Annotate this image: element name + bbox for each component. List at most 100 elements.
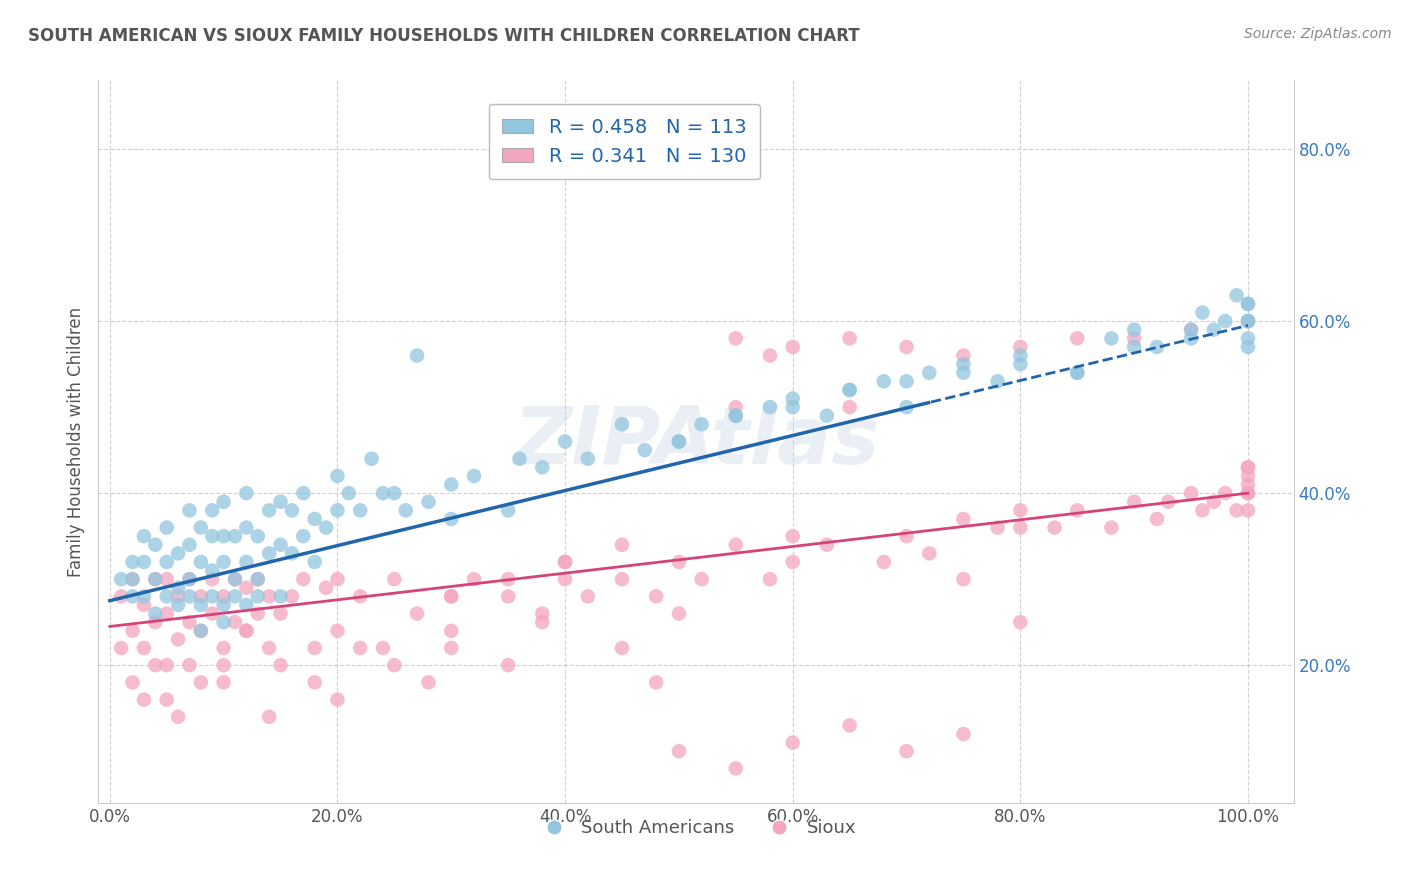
Point bbox=[143, 572, 166, 586]
Point bbox=[292, 486, 315, 500]
Point bbox=[896, 529, 918, 543]
Point bbox=[270, 607, 292, 621]
Point bbox=[918, 366, 941, 380]
Point bbox=[1123, 323, 1146, 337]
Point bbox=[1099, 520, 1122, 534]
Point bbox=[1180, 331, 1202, 345]
Point bbox=[349, 590, 371, 604]
Point bbox=[167, 632, 190, 647]
Point bbox=[246, 572, 269, 586]
Point bbox=[132, 529, 155, 543]
Point bbox=[201, 572, 224, 586]
Point bbox=[246, 607, 269, 621]
Point bbox=[724, 538, 747, 552]
Point bbox=[1066, 366, 1088, 380]
Point bbox=[257, 503, 280, 517]
Point bbox=[406, 349, 429, 363]
Point bbox=[463, 469, 485, 483]
Point bbox=[1237, 486, 1260, 500]
Point bbox=[1066, 503, 1088, 517]
Point bbox=[759, 349, 782, 363]
Point bbox=[156, 658, 179, 673]
Point bbox=[156, 572, 179, 586]
Point bbox=[156, 555, 179, 569]
Point bbox=[281, 503, 304, 517]
Point bbox=[235, 624, 257, 638]
Text: SOUTH AMERICAN VS SIOUX FAMILY HOUSEHOLDS WITH CHILDREN CORRELATION CHART: SOUTH AMERICAN VS SIOUX FAMILY HOUSEHOLD… bbox=[28, 27, 859, 45]
Point bbox=[724, 409, 747, 423]
Point bbox=[406, 607, 429, 621]
Point bbox=[838, 383, 860, 397]
Point bbox=[1099, 331, 1122, 345]
Point bbox=[815, 409, 838, 423]
Point bbox=[610, 640, 633, 655]
Point bbox=[190, 520, 212, 534]
Point bbox=[304, 512, 326, 526]
Point bbox=[724, 409, 747, 423]
Point bbox=[987, 374, 1010, 388]
Point bbox=[246, 572, 269, 586]
Point bbox=[1146, 340, 1168, 354]
Point bbox=[132, 640, 155, 655]
Point bbox=[382, 572, 405, 586]
Point bbox=[509, 451, 531, 466]
Point bbox=[235, 598, 257, 612]
Point bbox=[782, 392, 804, 406]
Point bbox=[952, 572, 974, 586]
Point bbox=[212, 615, 235, 630]
Point bbox=[668, 555, 690, 569]
Point bbox=[121, 572, 143, 586]
Point bbox=[156, 692, 179, 706]
Point bbox=[224, 572, 246, 586]
Point bbox=[235, 624, 257, 638]
Point bbox=[349, 640, 371, 655]
Point bbox=[281, 546, 304, 560]
Point bbox=[179, 503, 201, 517]
Point bbox=[212, 658, 235, 673]
Point bbox=[257, 546, 280, 560]
Point bbox=[1237, 340, 1260, 354]
Point bbox=[212, 529, 235, 543]
Point bbox=[838, 331, 860, 345]
Point bbox=[496, 658, 519, 673]
Point bbox=[1237, 314, 1260, 328]
Point bbox=[167, 546, 190, 560]
Point bbox=[257, 590, 280, 604]
Point bbox=[554, 572, 576, 586]
Point bbox=[724, 761, 747, 775]
Point bbox=[496, 503, 519, 517]
Point bbox=[690, 572, 713, 586]
Point bbox=[610, 417, 633, 432]
Point bbox=[224, 572, 246, 586]
Point bbox=[212, 590, 235, 604]
Point bbox=[179, 572, 201, 586]
Point bbox=[212, 640, 235, 655]
Point bbox=[371, 486, 394, 500]
Point bbox=[167, 590, 190, 604]
Point bbox=[782, 340, 804, 354]
Point bbox=[121, 624, 143, 638]
Point bbox=[326, 572, 349, 586]
Point bbox=[270, 538, 292, 552]
Point bbox=[143, 615, 166, 630]
Point bbox=[1191, 305, 1213, 319]
Point bbox=[270, 494, 292, 508]
Point bbox=[1213, 314, 1236, 328]
Point bbox=[987, 520, 1010, 534]
Point bbox=[1010, 520, 1032, 534]
Point bbox=[143, 607, 166, 621]
Point bbox=[143, 658, 166, 673]
Point bbox=[201, 529, 224, 543]
Point bbox=[143, 572, 166, 586]
Point bbox=[270, 658, 292, 673]
Point bbox=[190, 555, 212, 569]
Point bbox=[576, 451, 599, 466]
Point bbox=[1146, 512, 1168, 526]
Point bbox=[132, 598, 155, 612]
Point bbox=[838, 383, 860, 397]
Point bbox=[440, 477, 463, 491]
Point bbox=[440, 590, 463, 604]
Point bbox=[201, 607, 224, 621]
Point bbox=[121, 675, 143, 690]
Point bbox=[1237, 486, 1260, 500]
